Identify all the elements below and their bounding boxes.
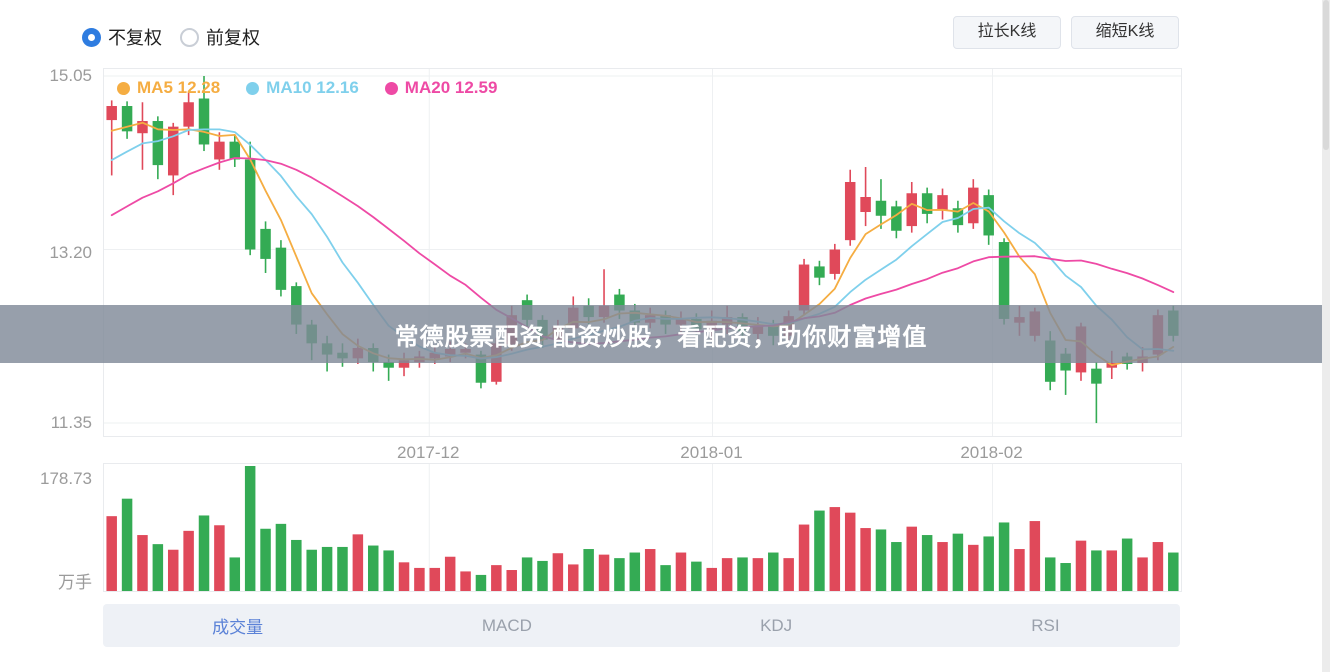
shrink-kline-button[interactable]: 缩短K线: [1071, 16, 1179, 49]
indicator-tabbar: 成交量 MACD KDJ RSI: [103, 604, 1180, 647]
radio-forward-adjust[interactable]: 前复权: [180, 24, 260, 50]
y-axis-label-low: 11.35: [50, 413, 92, 432]
ma-legend: MA5 12.28 MA10 12.16 MA20 12.59: [117, 78, 497, 98]
ma20-legend-item: MA20 12.59: [384, 78, 498, 98]
kline-canvas[interactable]: [104, 69, 1181, 436]
radio-selected-icon[interactable]: [82, 27, 101, 47]
volume-max-label: 178.73: [40, 469, 92, 488]
radio-unselected-icon[interactable]: [180, 27, 199, 47]
ma10-legend-label: MA10 12.16: [266, 78, 359, 97]
radio-no-adjust[interactable]: 不复权: [82, 24, 162, 50]
tab-rsi[interactable]: RSI: [1031, 615, 1060, 635]
ma5-dot-icon: [117, 81, 130, 95]
ma10-legend-item: MA10 12.16: [246, 78, 359, 98]
promo-banner: 常德股票配资 配资炒股，看配资，助你财富增值: [0, 305, 1322, 363]
volume-canvas[interactable]: [104, 464, 1181, 591]
ma20-dot-icon: [384, 81, 398, 95]
stretch-kline-button[interactable]: 拉长K线: [953, 16, 1061, 49]
y-axis-label-mid: 13.20: [49, 243, 92, 262]
tab-kdj[interactable]: KDJ: [760, 615, 793, 635]
y-axis-label-high: 15.05: [49, 66, 92, 85]
x-axis-label-dec: 2017-12: [397, 443, 460, 462]
ma5-legend-item: MA5 12.28: [117, 78, 220, 98]
adjust-mode-radio-group: 不复权 前复权: [82, 24, 260, 50]
x-axis-label-jan: 2018-01: [680, 443, 743, 462]
kline-chart[interactable]: [103, 68, 1182, 437]
promo-banner-text: 常德股票配资 配资炒股，看配资，助你财富增值: [394, 323, 928, 351]
scrollbar[interactable]: [1322, 0, 1330, 672]
radio-forward-adjust-label: 前复权: [206, 28, 260, 48]
radio-no-adjust-label: 不复权: [108, 28, 162, 48]
tab-volume[interactable]: 成交量: [212, 618, 264, 637]
volume-unit-label: 万手: [58, 573, 92, 592]
x-axis-label-feb: 2018-02: [960, 443, 1023, 462]
tab-macd[interactable]: MACD: [481, 615, 532, 635]
volume-chart[interactable]: [103, 463, 1182, 592]
ma5-legend-label: MA5 12.28: [137, 78, 221, 97]
ma10-dot-icon: [246, 81, 260, 95]
scrollbar-thumb[interactable]: [1323, 0, 1329, 150]
ma20-legend-label: MA20 12.59: [404, 78, 498, 97]
